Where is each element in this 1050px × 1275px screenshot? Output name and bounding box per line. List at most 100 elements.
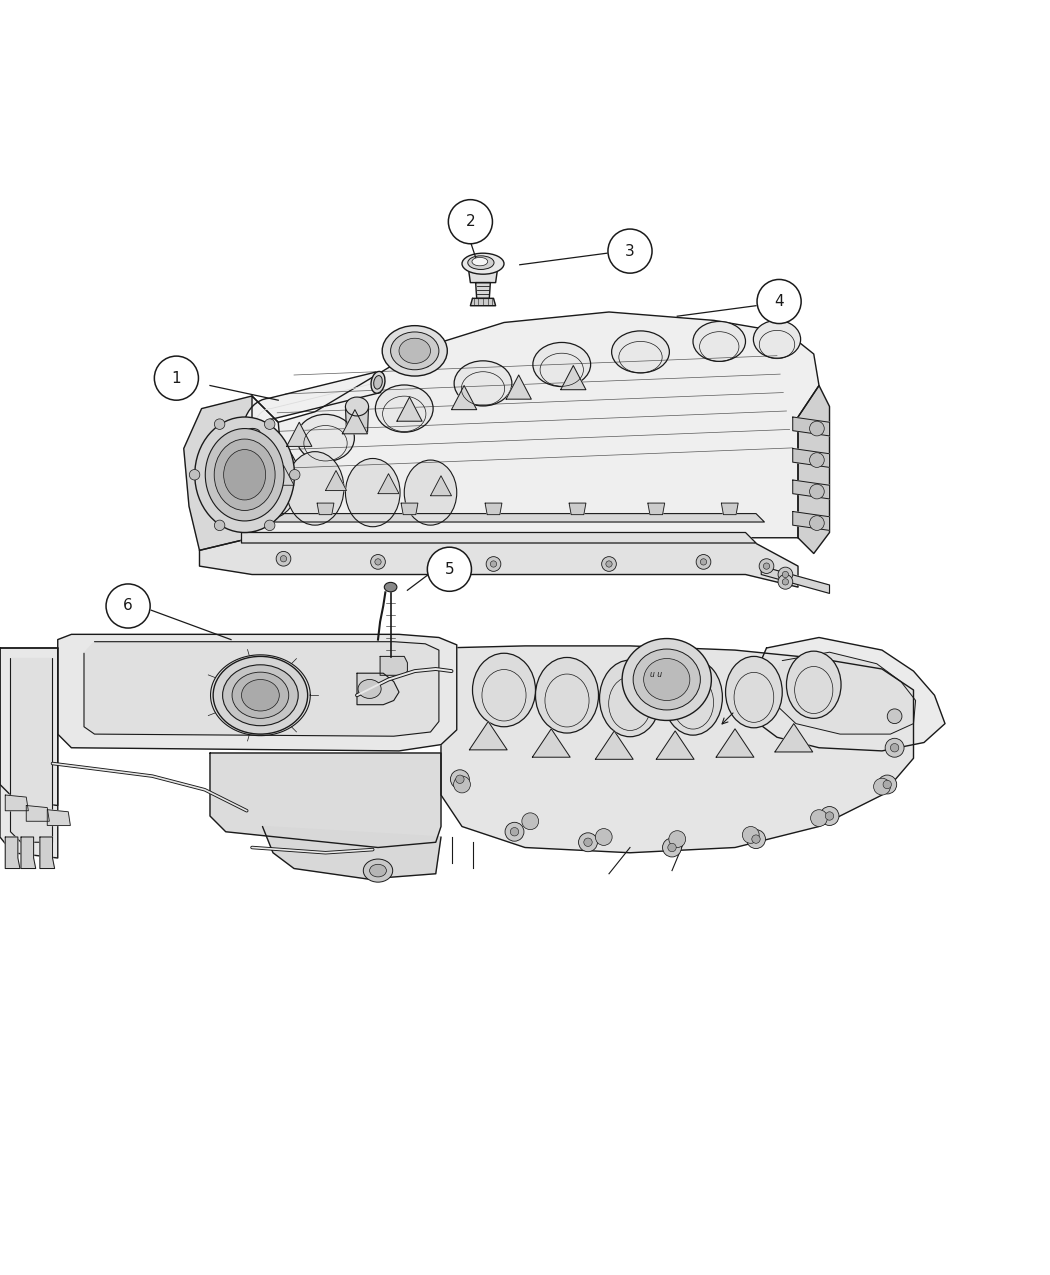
Circle shape [778,567,793,581]
Polygon shape [793,479,830,499]
Ellipse shape [214,439,275,510]
Ellipse shape [382,325,447,376]
Ellipse shape [370,864,386,877]
Ellipse shape [391,332,439,370]
Polygon shape [273,465,294,486]
Circle shape [427,547,471,592]
Polygon shape [345,407,369,432]
Circle shape [757,279,801,324]
Text: 1: 1 [171,371,182,385]
Ellipse shape [345,397,369,416]
Polygon shape [380,657,407,676]
Circle shape [280,556,287,562]
Polygon shape [716,729,754,757]
Polygon shape [58,635,457,751]
Polygon shape [721,504,738,515]
Circle shape [874,778,890,796]
Ellipse shape [468,256,495,269]
Circle shape [189,469,200,479]
Text: 5: 5 [444,562,455,576]
Polygon shape [793,511,830,530]
Ellipse shape [224,450,266,500]
Circle shape [290,469,300,479]
Circle shape [890,743,899,752]
Polygon shape [10,658,52,843]
Text: 2: 2 [465,214,476,230]
Ellipse shape [611,332,670,372]
Circle shape [878,775,897,794]
Polygon shape [26,806,49,821]
Polygon shape [470,298,496,306]
Ellipse shape [286,451,344,525]
Circle shape [154,356,198,400]
Circle shape [782,579,789,585]
Polygon shape [210,754,441,848]
Ellipse shape [472,653,536,727]
Circle shape [214,520,225,530]
Polygon shape [0,648,58,858]
Polygon shape [326,470,346,491]
Polygon shape [793,449,830,468]
Polygon shape [401,504,418,515]
Circle shape [887,709,902,724]
Ellipse shape [206,428,284,521]
Ellipse shape [454,361,512,405]
Polygon shape [0,648,58,806]
Polygon shape [5,796,28,811]
Polygon shape [397,397,422,421]
Ellipse shape [195,417,294,533]
Ellipse shape [693,321,745,361]
Circle shape [106,584,150,629]
Ellipse shape [384,583,397,592]
Polygon shape [287,422,312,446]
Polygon shape [485,504,502,515]
Ellipse shape [247,428,260,436]
Circle shape [763,564,770,569]
Circle shape [584,838,592,847]
Circle shape [885,738,904,757]
Polygon shape [430,476,452,496]
Circle shape [375,558,381,565]
Circle shape [522,813,539,830]
Polygon shape [317,504,334,515]
Ellipse shape [345,459,400,527]
Polygon shape [468,268,498,283]
Circle shape [265,520,275,530]
Polygon shape [648,504,665,515]
Polygon shape [595,731,633,760]
Circle shape [759,558,774,574]
Circle shape [669,831,686,848]
Ellipse shape [462,254,504,274]
Ellipse shape [536,658,598,733]
Text: u u: u u [650,669,663,678]
Circle shape [371,555,385,569]
Ellipse shape [622,639,712,720]
Polygon shape [262,826,441,878]
Ellipse shape [471,258,487,265]
Text: 4: 4 [774,295,784,309]
Polygon shape [252,312,819,538]
Circle shape [696,555,711,569]
Polygon shape [342,409,368,434]
Circle shape [700,558,707,565]
Polygon shape [506,375,531,399]
Ellipse shape [644,658,690,700]
Circle shape [742,826,759,843]
Circle shape [747,830,765,849]
Polygon shape [656,731,694,760]
Ellipse shape [363,859,393,882]
Ellipse shape [633,649,700,710]
Polygon shape [357,673,399,705]
Ellipse shape [404,460,457,525]
Ellipse shape [786,652,841,718]
Polygon shape [441,646,914,853]
Circle shape [752,835,760,843]
Circle shape [820,807,839,825]
Circle shape [810,515,824,530]
Polygon shape [452,385,477,409]
Polygon shape [273,514,764,521]
Circle shape [490,561,497,567]
Ellipse shape [600,660,660,737]
Polygon shape [5,836,20,868]
Circle shape [668,843,676,852]
